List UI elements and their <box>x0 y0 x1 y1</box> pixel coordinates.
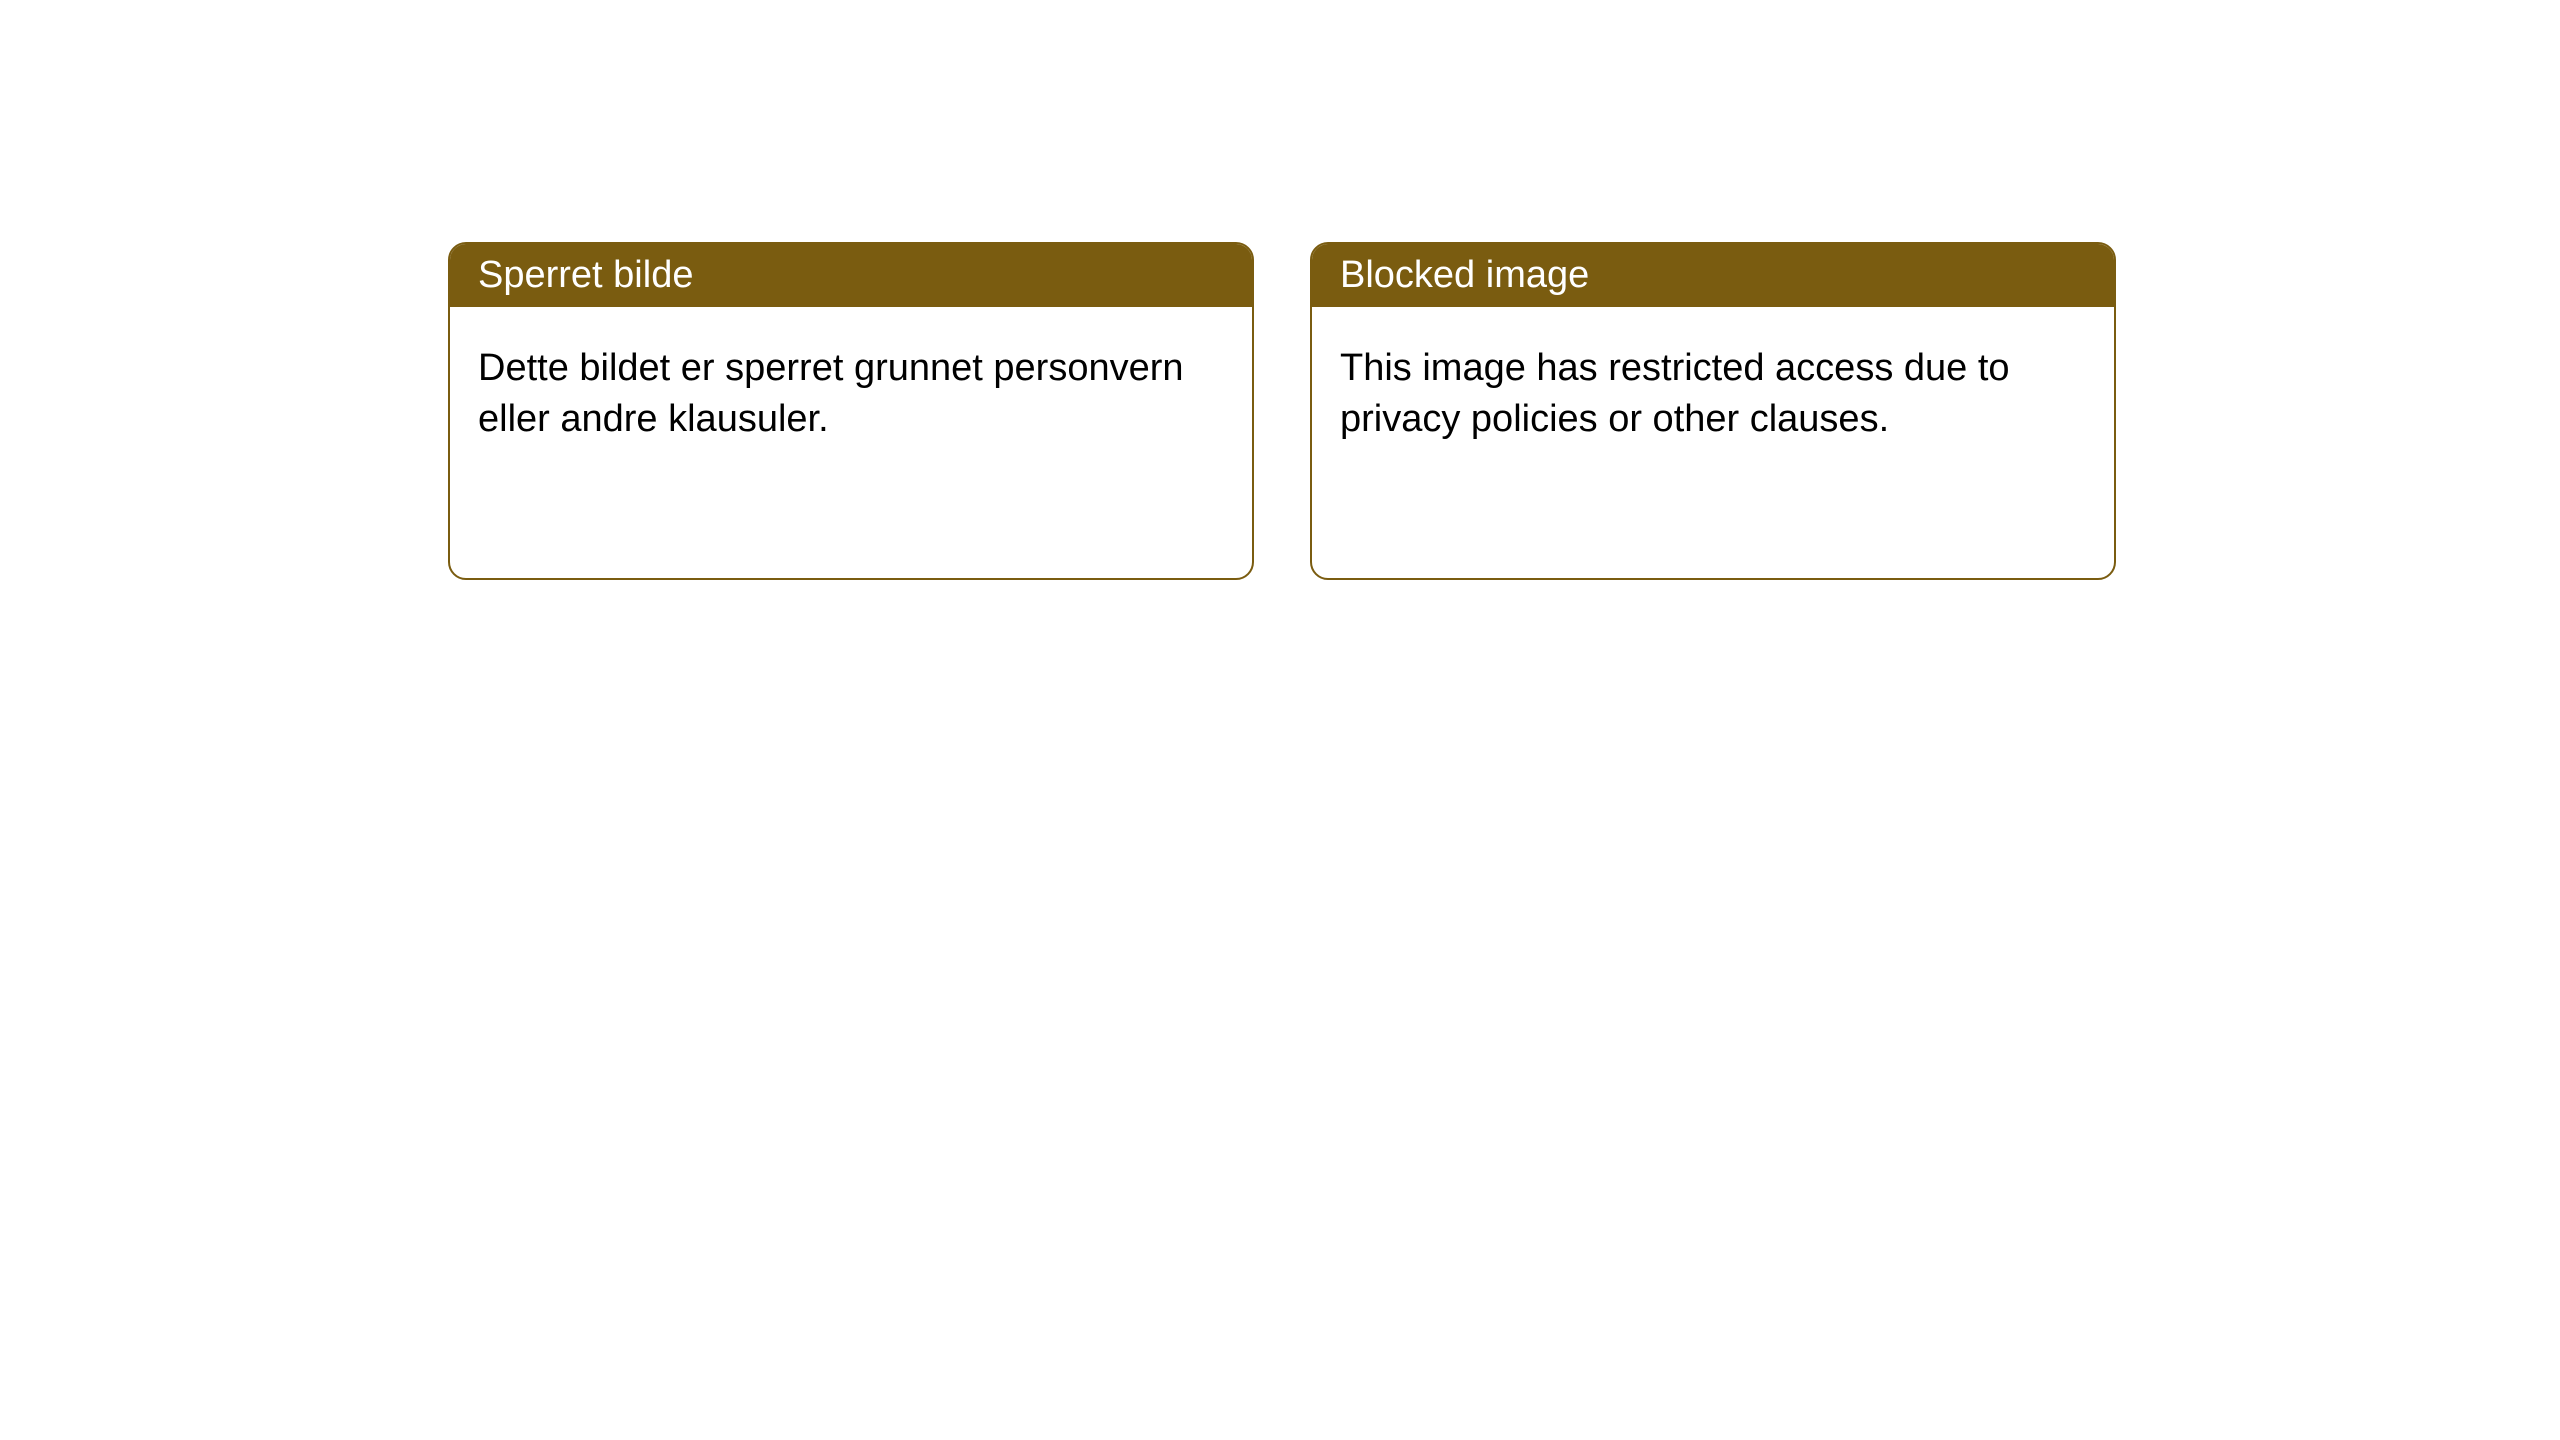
blocked-image-card-en: Blocked image This image has restricted … <box>1310 242 2116 580</box>
notice-container: Sperret bilde Dette bildet er sperret gr… <box>0 0 2560 580</box>
card-body-text: Dette bildet er sperret grunnet personve… <box>478 347 1184 440</box>
card-header: Sperret bilde <box>450 244 1252 307</box>
card-body: Dette bildet er sperret grunnet personve… <box>450 307 1252 482</box>
card-body-text: This image has restricted access due to … <box>1340 347 2010 440</box>
card-header: Blocked image <box>1312 244 2114 307</box>
card-title: Sperret bilde <box>478 254 693 296</box>
blocked-image-card-no: Sperret bilde Dette bildet er sperret gr… <box>448 242 1254 580</box>
card-body: This image has restricted access due to … <box>1312 307 2114 482</box>
card-title: Blocked image <box>1340 254 1589 296</box>
